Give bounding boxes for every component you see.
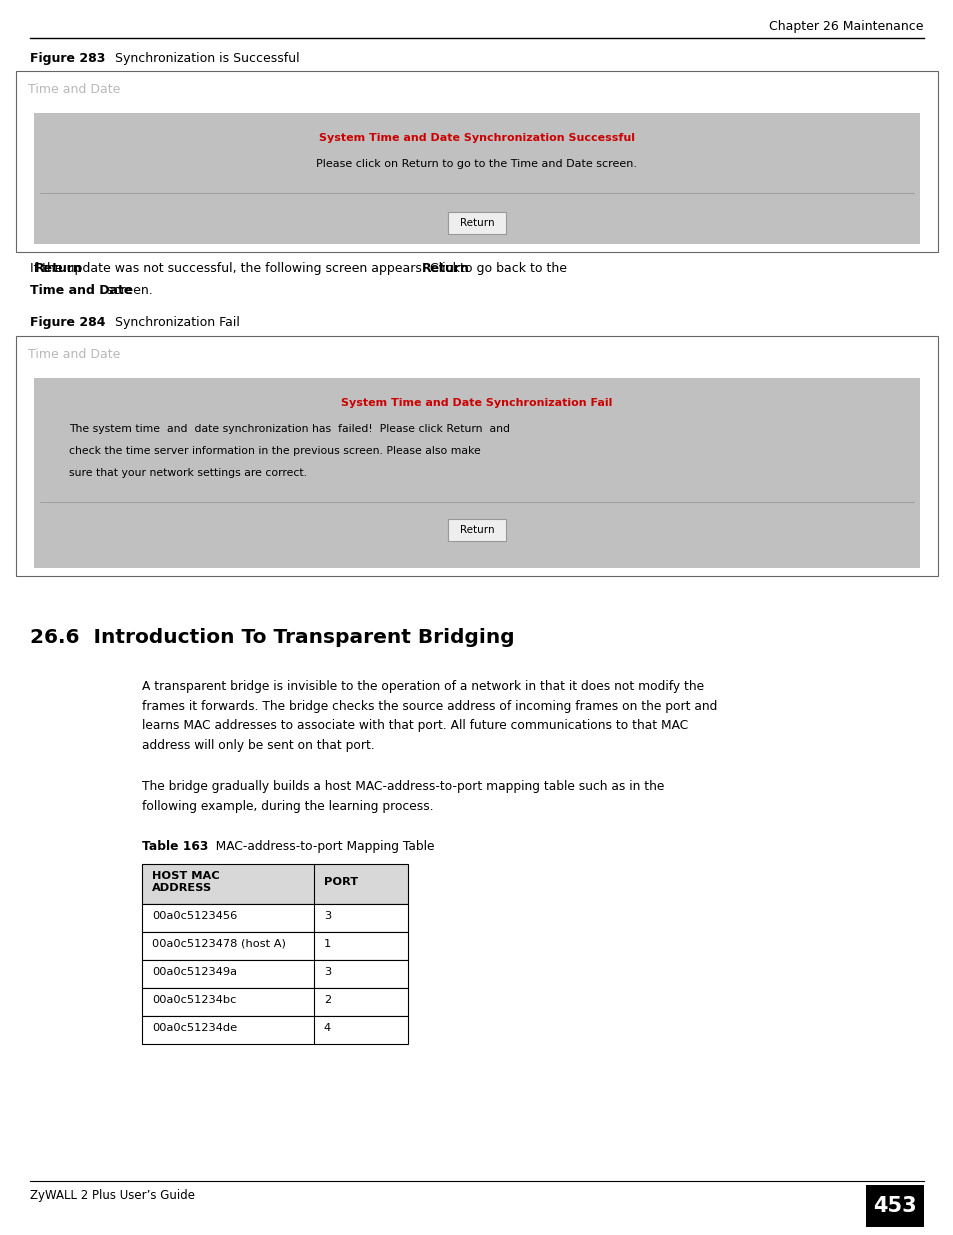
Text: 1: 1 — [324, 939, 331, 948]
Text: Return: Return — [459, 525, 494, 535]
Bar — [142, 988, 408, 1015]
Text: screen.: screen. — [103, 284, 152, 296]
Text: Chapter 26 Maintenance: Chapter 26 Maintenance — [769, 20, 923, 33]
Bar — [16, 336, 937, 576]
Bar — [34, 378, 919, 568]
Text: The bridge gradually builds a host MAC-address-to-port mapping table such as in : The bridge gradually builds a host MAC-a… — [142, 781, 663, 793]
Text: 453: 453 — [872, 1195, 916, 1216]
Text: System Time and Date Synchronization Successful: System Time and Date Synchronization Suc… — [318, 133, 635, 143]
Bar — [142, 931, 408, 960]
Text: ZyWALL 2 Plus User’s Guide: ZyWALL 2 Plus User’s Guide — [30, 1189, 194, 1202]
Text: Return: Return — [35, 262, 83, 275]
Text: address will only be sent on that port.: address will only be sent on that port. — [142, 739, 375, 752]
Text: to go back to the: to go back to the — [456, 262, 566, 275]
Text: System Time and Date Synchronization Fail: System Time and Date Synchronization Fai… — [341, 398, 612, 408]
Text: 00a0c51234de: 00a0c51234de — [152, 1023, 237, 1032]
Text: A transparent bridge is invisible to the operation of a network in that it does : A transparent bridge is invisible to the… — [142, 680, 703, 693]
Text: frames it forwards. The bridge checks the source address of incoming frames on t: frames it forwards. The bridge checks th… — [142, 699, 717, 713]
Text: 00a0c5123478 (host A): 00a0c5123478 (host A) — [152, 939, 286, 948]
Text: 2: 2 — [324, 994, 331, 1004]
Bar — [865, 1186, 923, 1228]
Bar — [142, 1015, 408, 1044]
Bar — [142, 960, 408, 988]
Bar — [142, 863, 408, 904]
Bar — [448, 519, 505, 541]
Text: Time and Date: Time and Date — [30, 284, 132, 296]
Text: 3: 3 — [324, 910, 331, 920]
Text: Synchronization Fail: Synchronization Fail — [103, 316, 239, 329]
Text: 00a0c51234bc: 00a0c51234bc — [152, 994, 236, 1004]
Text: Time and Date: Time and Date — [28, 83, 120, 96]
Bar — [142, 904, 408, 931]
Text: The system time  and  date synchronization has  failed!  Please click Return  an: The system time and date synchronization… — [69, 424, 510, 433]
Text: 4: 4 — [324, 1023, 331, 1032]
Bar — [16, 70, 937, 252]
Text: 00a0c5123456: 00a0c5123456 — [152, 910, 237, 920]
Text: 26.6  Introduction To Transparent Bridging: 26.6 Introduction To Transparent Bridgin… — [30, 629, 514, 647]
Bar — [34, 112, 919, 245]
Bar — [448, 212, 505, 233]
Text: Figure 283: Figure 283 — [30, 52, 105, 65]
Text: Return: Return — [421, 262, 470, 275]
Text: 00a0c512349a: 00a0c512349a — [152, 967, 236, 977]
Text: Figure 284: Figure 284 — [30, 316, 106, 329]
Text: Table 163: Table 163 — [142, 840, 208, 852]
Text: following example, during the learning process.: following example, during the learning p… — [142, 800, 434, 813]
Text: check the time server information in the previous screen. Please also make: check the time server information in the… — [69, 446, 480, 456]
Text: MAC-address-to-port Mapping Table: MAC-address-to-port Mapping Table — [204, 840, 434, 852]
Text: Please click on Return to go to the Time and Date screen.: Please click on Return to go to the Time… — [316, 159, 637, 169]
Text: sure that your network settings are correct.: sure that your network settings are corr… — [69, 468, 307, 478]
Text: If the update was not successful, the following screen appears. Click: If the update was not successful, the fo… — [30, 262, 463, 275]
Text: HOST MAC
ADDRESS: HOST MAC ADDRESS — [152, 871, 219, 893]
Text: Return: Return — [459, 219, 494, 228]
Text: Time and Date: Time and Date — [28, 348, 120, 361]
Text: 3: 3 — [324, 967, 331, 977]
Text: Synchronization is Successful: Synchronization is Successful — [103, 52, 299, 65]
Text: learns MAC addresses to associate with that port. All future communications to t: learns MAC addresses to associate with t… — [142, 719, 687, 732]
Text: PORT: PORT — [324, 877, 357, 887]
